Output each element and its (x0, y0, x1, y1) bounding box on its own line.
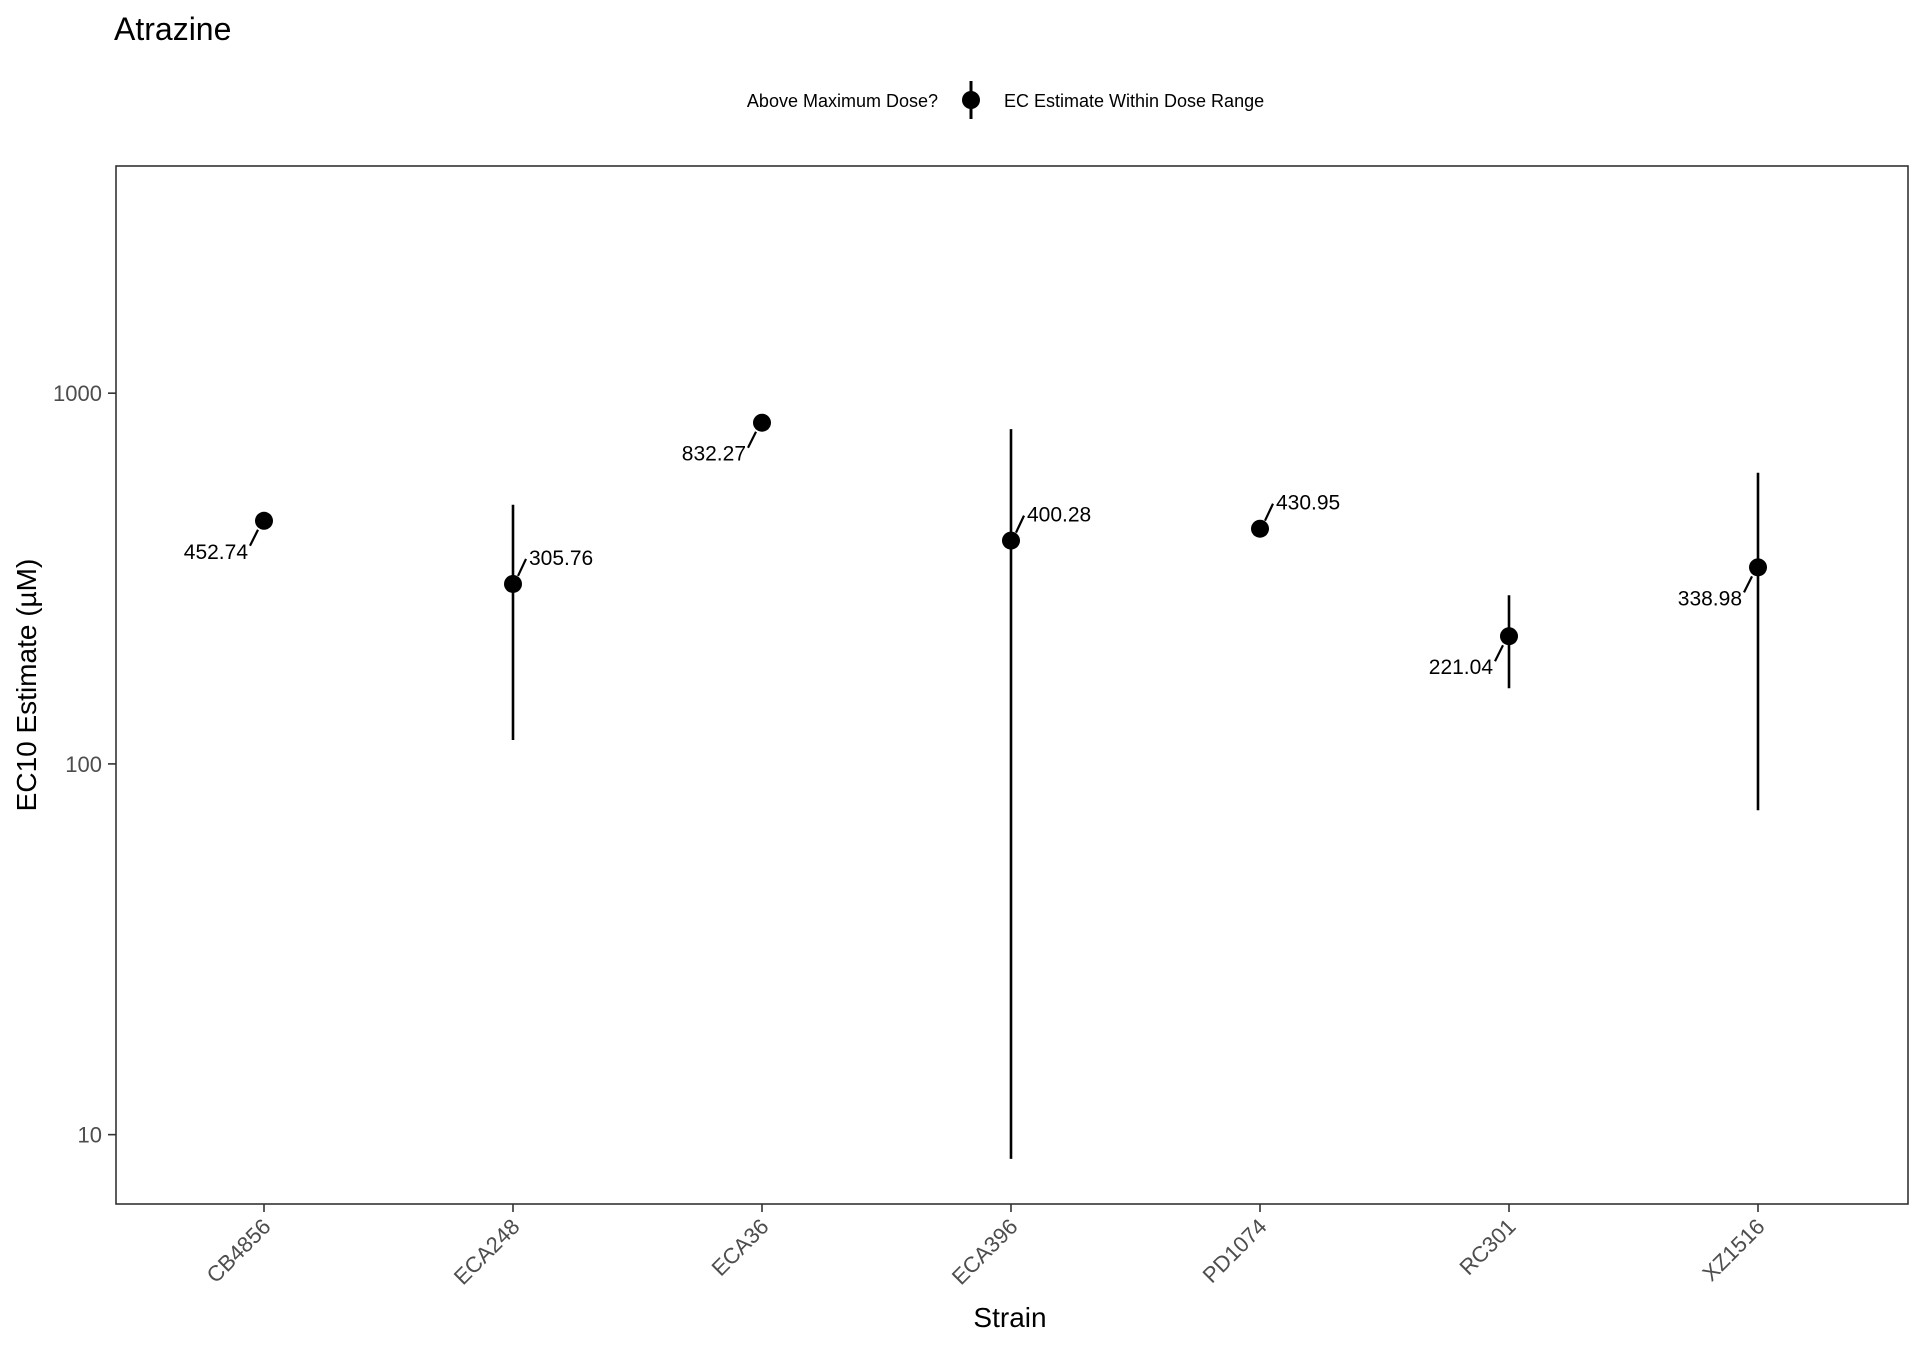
label-leader-line (1494, 644, 1504, 662)
legend-key (962, 81, 980, 119)
label-leader-line (1015, 515, 1025, 534)
data-label: 430.95 (1276, 492, 1340, 515)
x-tick-label: XZ1516 (1697, 1214, 1769, 1286)
label-leader-line (1743, 575, 1753, 593)
x-axis-title: Strain (973, 1302, 1046, 1333)
y-tick-label: 100 (65, 752, 102, 777)
data-label: 452.74 (184, 541, 249, 564)
x-tick-label: ECA248 (449, 1214, 525, 1290)
data-point (1002, 531, 1020, 550)
label-leader-line (747, 431, 757, 449)
chart-marks: 452.74 305.76 832.27 400.28 430.95 221.04 338.… (184, 413, 1767, 1159)
data-point (1500, 627, 1518, 646)
y-tick-label: 10 (78, 1123, 102, 1148)
legend-title: Above Maximum Dose? (747, 91, 938, 111)
data-label: 221.04 (1429, 656, 1494, 679)
label-leader-line (249, 529, 259, 547)
data-label: 338.98 (1678, 587, 1742, 610)
data-point (255, 511, 273, 530)
y-axis-title: EC10 Estimate (µM) (11, 559, 42, 812)
chart-title: Atrazine (114, 11, 231, 47)
x-tick-label: CB4856 (202, 1214, 276, 1288)
label-leader-line (517, 558, 527, 577)
y-axis: 10 100 1000 (53, 381, 116, 1148)
data-point (1749, 558, 1767, 577)
label-leader-line (1264, 503, 1274, 522)
data-point (504, 574, 522, 593)
data-point (753, 413, 771, 432)
x-tick-label: PD1074 (1198, 1214, 1272, 1288)
x-tick-label: ECA396 (947, 1214, 1023, 1290)
legend: Above Maximum Dose? EC Estimate Within D… (747, 81, 1264, 119)
data-point (1251, 519, 1269, 538)
legend-label: EC Estimate Within Dose Range (1004, 91, 1264, 111)
data-label: 305.76 (529, 547, 593, 570)
x-tick-label: ECA36 (707, 1214, 774, 1281)
legend-key-point (962, 91, 980, 109)
x-axis: CB4856 ECA248 ECA36 ECA396 PD1074 RC301 XZ1516 (202, 1204, 1770, 1289)
plot-panel (115, 165, 1909, 1205)
y-tick-label: 1000 (53, 381, 102, 406)
data-label: 400.28 (1027, 504, 1091, 527)
x-tick-label: RC301 (1454, 1214, 1520, 1280)
data-label: 832.27 (682, 443, 746, 466)
